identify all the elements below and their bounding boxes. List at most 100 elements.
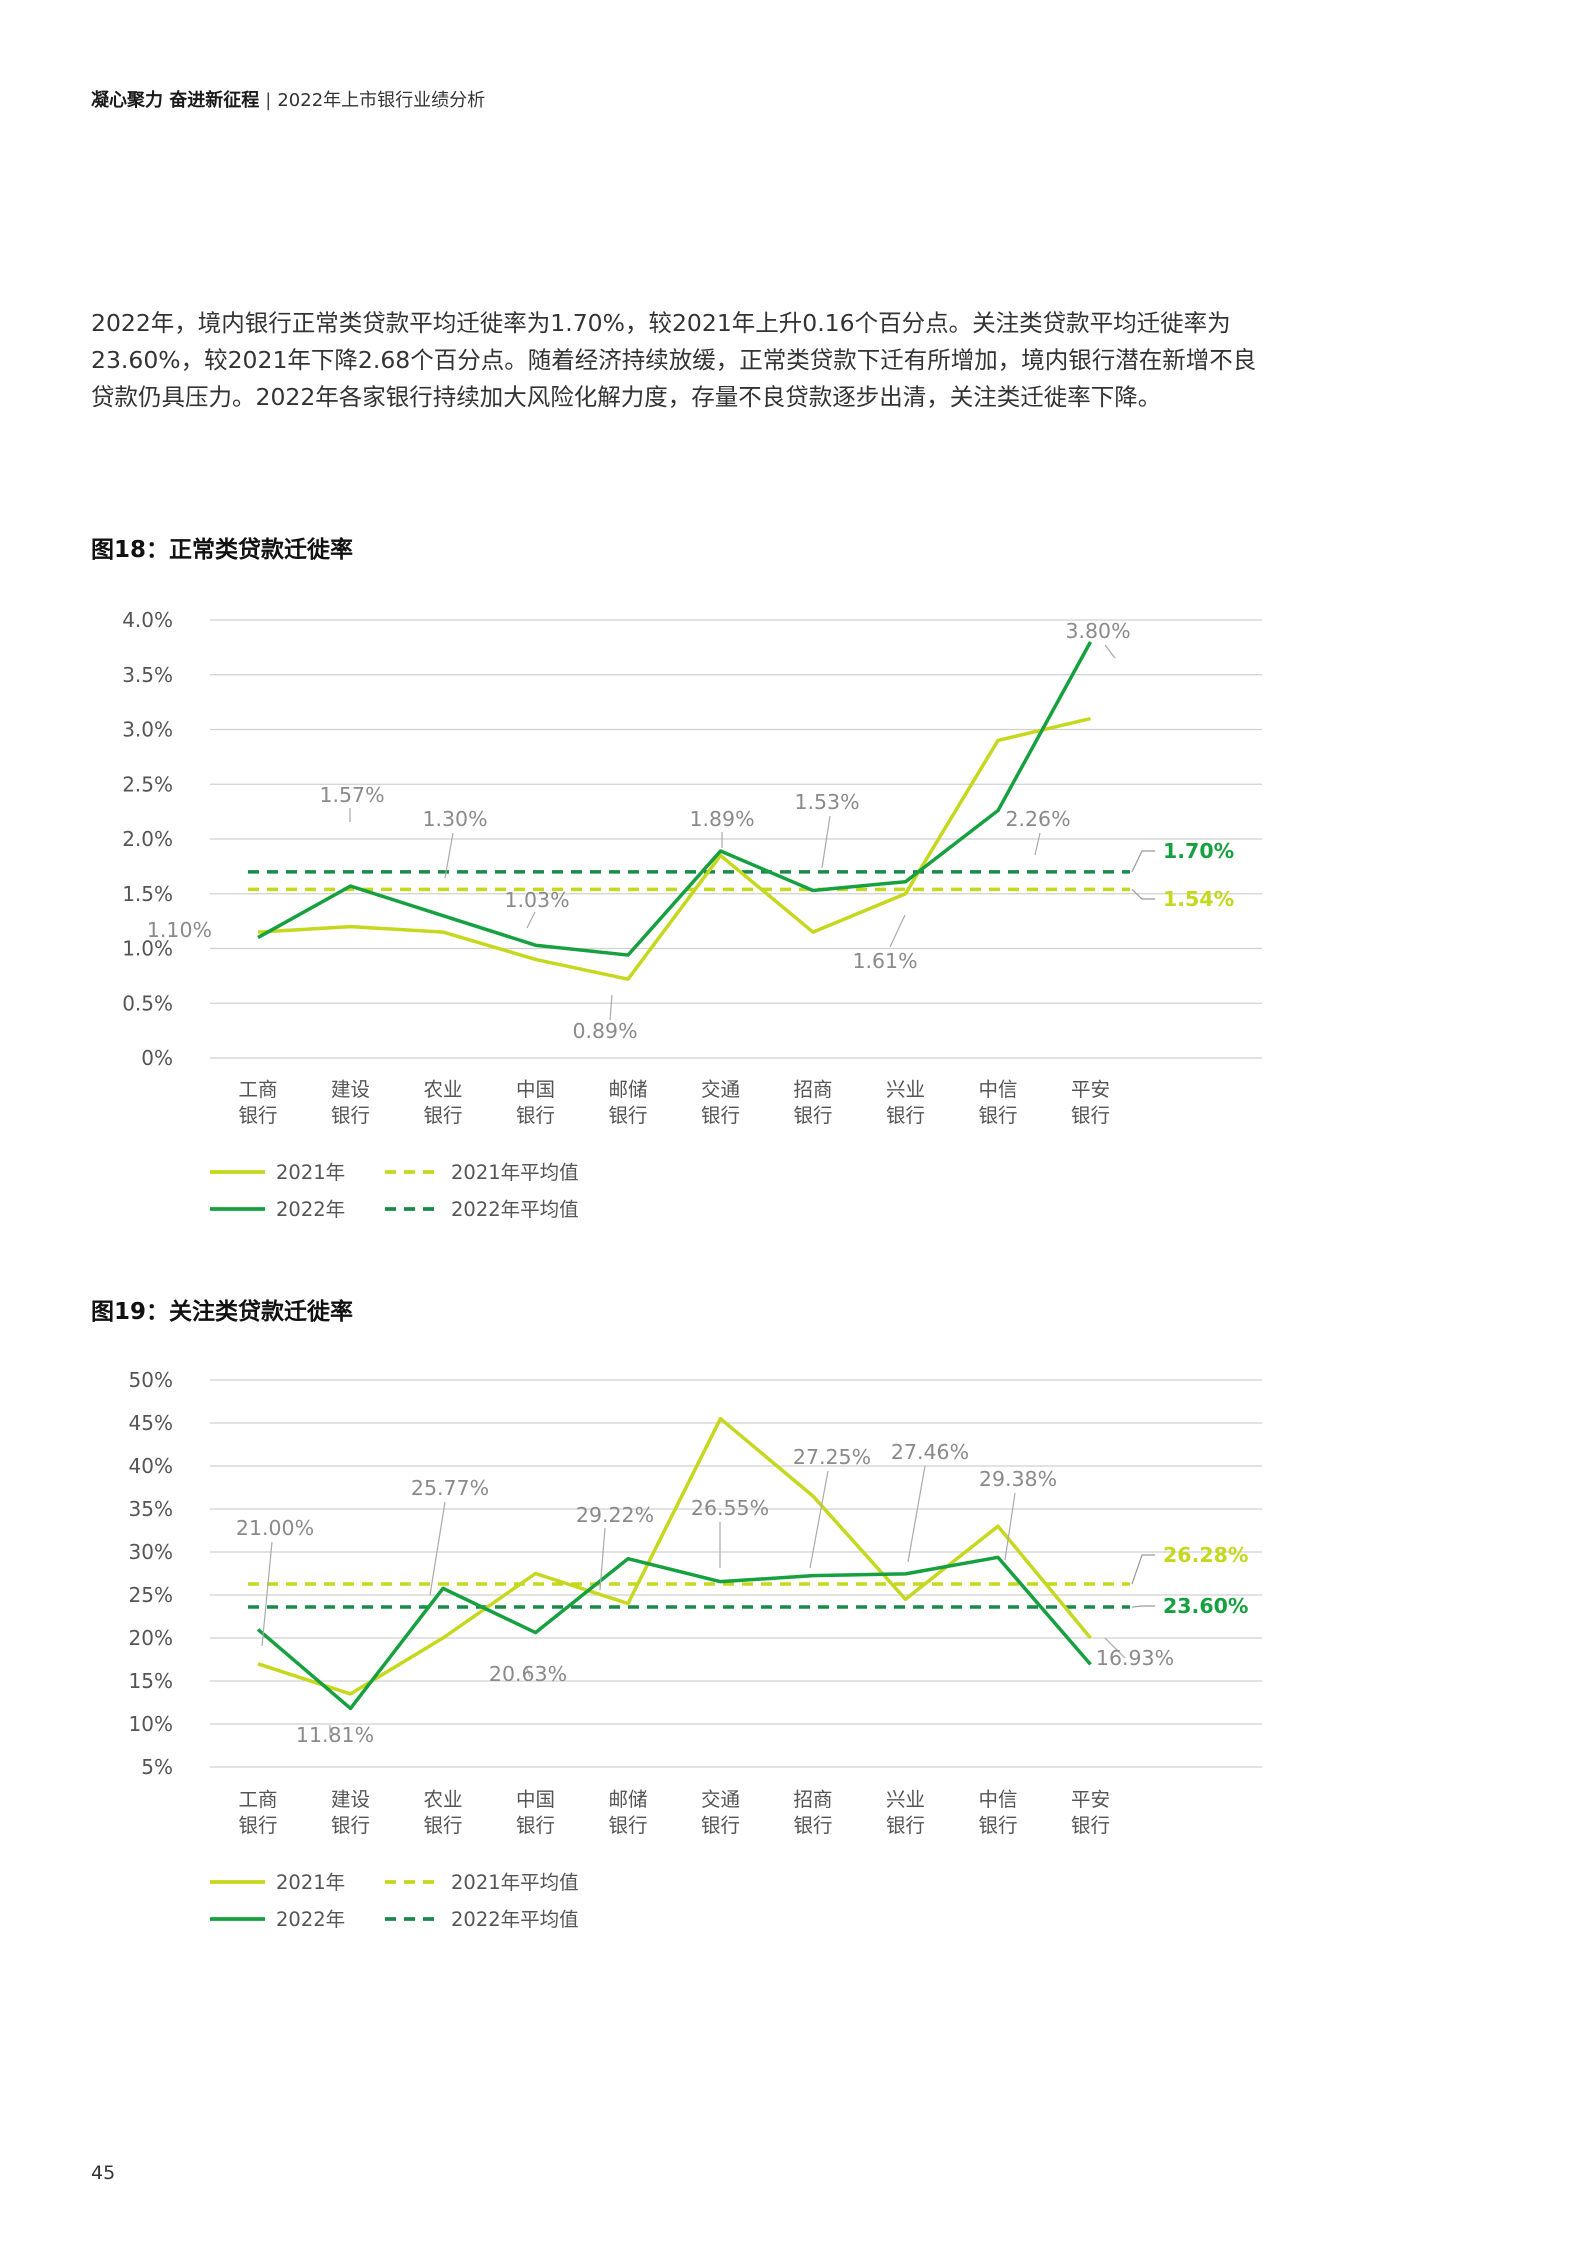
- header-title: 凝心聚力 奋进新征程: [91, 90, 260, 111]
- average-leader-line: [1131, 1554, 1155, 1585]
- data-label: 1.89%: [689, 807, 754, 831]
- x-tick-label: 银行: [516, 1104, 555, 1127]
- data-label: 3.80%: [1065, 619, 1130, 643]
- x-tick-label: 交通: [701, 1788, 740, 1811]
- x-tick-label: 银行: [331, 1814, 370, 1837]
- x-tick-label: 招商: [793, 1788, 832, 1811]
- annotation-leader: [1104, 644, 1116, 659]
- data-label: 1.30%: [422, 807, 487, 831]
- header-subtitle: 2022年上市银行业绩分析: [277, 90, 486, 111]
- x-tick-label: 建设: [331, 1788, 370, 1811]
- figure-19-title: 图19：关注类贷款迁徙率: [91, 1299, 354, 1325]
- annotation-leader: [599, 1527, 606, 1591]
- legend-label: 2021年平均值: [451, 1871, 579, 1894]
- header-separator: |: [265, 90, 272, 111]
- data-label: 1.10%: [147, 918, 212, 942]
- y-tick-label: 50%: [129, 1368, 173, 1392]
- x-tick-label: 银行: [238, 1814, 277, 1837]
- y-tick-label: 4.0%: [122, 608, 173, 632]
- data-label: 1.03%: [504, 888, 569, 912]
- y-tick-label: 10%: [129, 1712, 173, 1736]
- data-label: 25.77%: [411, 1476, 489, 1500]
- annotation-leader: [821, 815, 831, 869]
- y-tick-label: 3.5%: [122, 663, 173, 687]
- x-tick-label: 银行: [701, 1814, 740, 1837]
- x-tick-label: 银行: [886, 1104, 925, 1127]
- data-label: 29.38%: [979, 1467, 1057, 1491]
- figure-18-title: 图18：正常类贷款迁徙率: [91, 537, 354, 563]
- y-tick-label: 40%: [129, 1454, 173, 1478]
- x-tick-label: 银行: [1071, 1814, 1110, 1837]
- x-tick-label: 银行: [331, 1104, 370, 1127]
- intro-paragraph: 2022年，境内银行正常类贷款平均迁徙率为1.70%，较2021年上升0.16个…: [91, 309, 1257, 411]
- x-tick-label: 银行: [1071, 1104, 1110, 1127]
- x-tick-label: 中信: [978, 1078, 1017, 1101]
- x-tick-label: 邮储: [608, 1078, 647, 1101]
- data-label: 27.25%: [793, 1445, 871, 1469]
- series-line-2022: [257, 641, 1093, 957]
- x-tick-label: 银行: [793, 1104, 832, 1127]
- average-leader-line: [1131, 850, 1155, 873]
- x-tick-label: 交通: [701, 1078, 740, 1101]
- legend-label: 2022年平均值: [451, 1908, 579, 1931]
- average-value-label: 1.54%: [1163, 887, 1234, 911]
- x-tick-label: 银行: [793, 1814, 832, 1837]
- x-tick-label: 银行: [516, 1814, 555, 1837]
- data-label: 16.93%: [1096, 1646, 1174, 1670]
- data-label: 20.63%: [489, 1662, 567, 1686]
- x-tick-label: 银行: [608, 1104, 647, 1127]
- series-line-2021: [257, 716, 1091, 981]
- annotation-leader: [1034, 832, 1041, 856]
- x-tick-label: 农业: [423, 1078, 462, 1101]
- y-tick-label: 25%: [129, 1583, 173, 1607]
- data-label: 2.26%: [1005, 807, 1070, 831]
- data-label: 0.89%: [572, 1019, 637, 1043]
- y-tick-label: 2.5%: [122, 772, 173, 796]
- x-tick-label: 平安: [1071, 1078, 1110, 1101]
- annotation-leader: [261, 1541, 273, 1647]
- y-tick-label: 15%: [129, 1669, 173, 1693]
- y-tick-label: 3.0%: [122, 718, 173, 742]
- average-value-label: 23.60%: [1163, 1594, 1248, 1618]
- average-leader-line: [1131, 888, 1155, 900]
- legend-label: 2021年: [276, 1871, 345, 1894]
- annotation-leader: [1004, 1492, 1016, 1561]
- annotation-leader: [444, 832, 454, 879]
- data-label: 11.81%: [296, 1723, 374, 1747]
- average-value-label: 26.28%: [1163, 1543, 1248, 1567]
- annotation-leader: [525, 1665, 531, 1678]
- x-tick-label: 中信: [978, 1788, 1017, 1811]
- annotation-leader: [1104, 1637, 1126, 1659]
- annotation-leader: [429, 1501, 446, 1596]
- legend-label: 2021年: [276, 1161, 345, 1184]
- x-tick-label: 邮储: [608, 1788, 647, 1811]
- annotation-leader: [809, 1470, 829, 1569]
- x-tick-label: 银行: [423, 1104, 462, 1127]
- data-label: 1.53%: [794, 790, 859, 814]
- x-tick-label: 招商: [793, 1078, 832, 1101]
- x-tick-label: 工商: [238, 1788, 277, 1811]
- page-header: 凝心聚力 奋进新征程 | 2022年上市银行业绩分析: [91, 86, 485, 112]
- legend-label: 2022年: [276, 1908, 345, 1931]
- x-tick-label: 银行: [238, 1104, 277, 1127]
- legend-label: 2021年平均值: [451, 1161, 579, 1184]
- annotation-leader: [526, 911, 536, 929]
- y-tick-label: 0%: [141, 1046, 173, 1070]
- data-label: 1.61%: [852, 949, 917, 973]
- data-label: 21.00%: [236, 1516, 314, 1540]
- y-tick-label: 1.5%: [122, 882, 173, 906]
- y-tick-label: 1.0%: [122, 937, 173, 961]
- average-value-label: 1.70%: [1163, 839, 1234, 863]
- series-line-2022: [256, 1555, 1092, 1711]
- legend-label: 2022年平均值: [451, 1198, 579, 1221]
- data-label: 29.22%: [576, 1503, 654, 1527]
- x-tick-label: 建设: [331, 1078, 370, 1101]
- legend-label: 2022年: [276, 1198, 345, 1221]
- data-label: 27.46%: [891, 1440, 969, 1464]
- x-tick-label: 银行: [886, 1814, 925, 1837]
- x-tick-label: 工商: [238, 1078, 277, 1101]
- page-number: 45: [91, 2162, 116, 2184]
- y-tick-label: 45%: [129, 1411, 173, 1435]
